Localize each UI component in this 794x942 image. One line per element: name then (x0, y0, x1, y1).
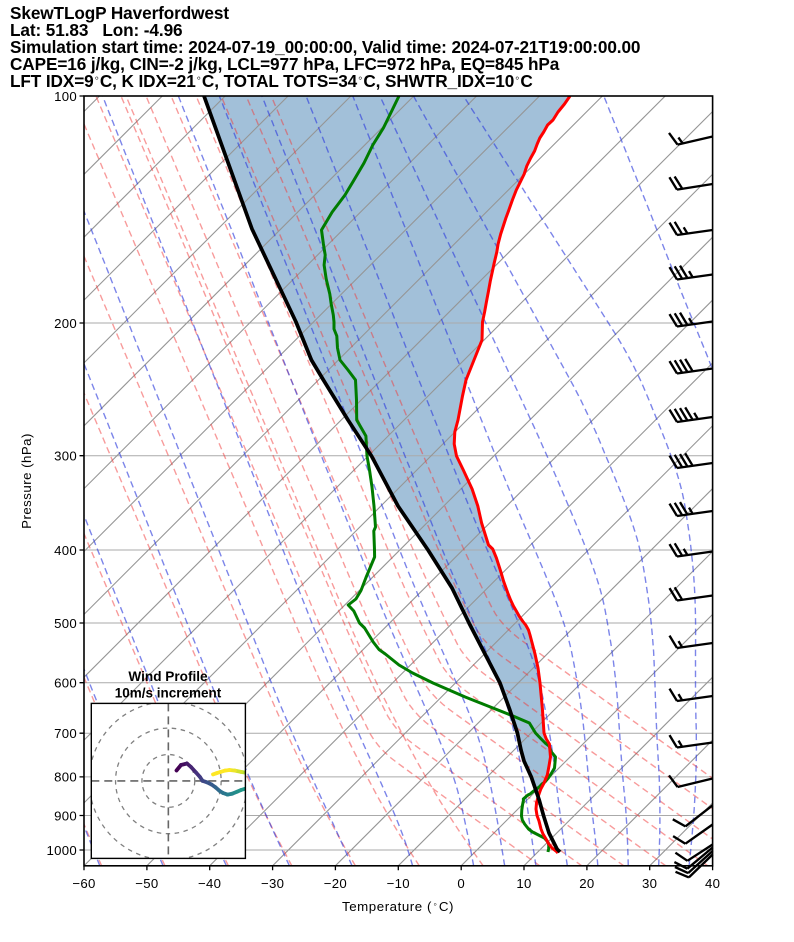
svg-text:Wind Profile: Wind Profile (128, 669, 208, 684)
svg-text:−40: −40 (198, 876, 221, 891)
svg-text:900: 900 (54, 808, 77, 823)
svg-text:−30: −30 (261, 876, 284, 891)
svg-text:Temperature ( ◦ C): Temperature ( ◦ C) (342, 899, 454, 914)
svg-text:40: 40 (705, 876, 720, 891)
svg-text:0: 0 (457, 876, 465, 891)
svg-text:CAPE=16 j/kg, CIN=-2 j/kg, LCL: CAPE=16 j/kg, CIN=-2 j/kg, LCL=977 hPa, … (10, 54, 560, 74)
svg-text:10: 10 (516, 876, 531, 891)
svg-text:700: 700 (54, 726, 77, 741)
svg-text:30: 30 (642, 876, 657, 891)
svg-text:800: 800 (54, 770, 77, 785)
svg-text:1000: 1000 (46, 843, 77, 858)
svg-text:−10: −10 (387, 876, 410, 891)
svg-text:500: 500 (54, 616, 77, 631)
svg-text:Simulation start time: 2024-07: Simulation start time: 2024-07-19_00:00:… (10, 37, 640, 57)
svg-text:200: 200 (54, 316, 77, 331)
svg-text:Lat: 51.83 Lon: -4.96: Lat: 51.83 Lon: -4.96 (10, 20, 183, 40)
svg-text:100: 100 (54, 89, 77, 104)
svg-text:600: 600 (54, 676, 77, 691)
svg-text:−60: −60 (72, 876, 95, 891)
svg-text:10m/s increment: 10m/s increment (115, 686, 222, 701)
svg-text:LFT IDX=9 ◦ C, K IDX=21 ◦ C, T: LFT IDX=9 ◦ C, K IDX=21 ◦ C, TOTAL TOTS=… (10, 71, 533, 91)
svg-text:SkewTLogP Haverfordwest: SkewTLogP Haverfordwest (10, 3, 229, 23)
svg-text:300: 300 (54, 449, 77, 464)
svg-text:Pressure (hPa): Pressure (hPa) (19, 433, 34, 529)
svg-text:−20: −20 (324, 876, 347, 891)
svg-text:20: 20 (579, 876, 594, 891)
svg-text:400: 400 (54, 543, 77, 558)
svg-text:−50: −50 (135, 876, 158, 891)
